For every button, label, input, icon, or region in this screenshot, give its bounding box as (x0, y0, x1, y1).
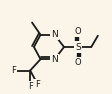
Text: F: F (28, 82, 32, 91)
Text: F: F (35, 80, 40, 89)
Text: N: N (51, 55, 57, 64)
Text: O: O (74, 58, 81, 67)
Text: F: F (11, 66, 16, 75)
Text: S: S (75, 42, 80, 52)
Text: N: N (51, 30, 57, 39)
Text: O: O (74, 27, 81, 36)
